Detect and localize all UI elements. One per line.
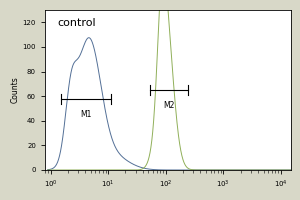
Text: M1: M1 <box>80 110 92 119</box>
Text: M2: M2 <box>163 101 174 110</box>
Text: control: control <box>57 18 96 28</box>
Y-axis label: Counts: Counts <box>11 77 20 103</box>
